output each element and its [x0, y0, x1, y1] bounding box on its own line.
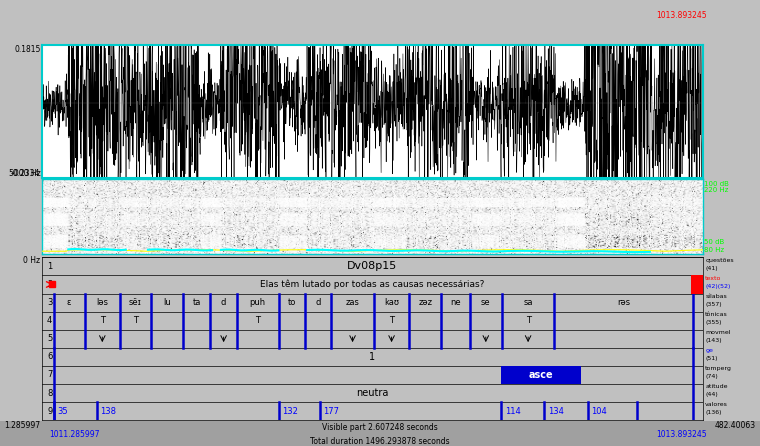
- Text: (44): (44): [705, 392, 718, 397]
- Text: 1: 1: [369, 352, 375, 362]
- Text: -0.2334: -0.2334: [11, 169, 40, 178]
- Text: (74): (74): [705, 374, 718, 379]
- Text: 3: 3: [47, 298, 52, 307]
- Text: zəz: zəz: [418, 298, 432, 307]
- Text: kaʊ: kaʊ: [384, 298, 399, 307]
- Text: 5: 5: [47, 334, 52, 343]
- Text: 100 dB: 100 dB: [705, 181, 729, 187]
- Text: puh: puh: [249, 298, 266, 307]
- Text: ne: ne: [450, 298, 461, 307]
- Text: 9: 9: [47, 407, 52, 416]
- Text: Visible part 2.607248 seconds: Visible part 2.607248 seconds: [322, 423, 438, 432]
- Text: T: T: [255, 316, 260, 325]
- Text: neutra: neutra: [356, 388, 388, 398]
- Text: tônicas: tônicas: [705, 312, 728, 317]
- Bar: [502, 366, 581, 384]
- Text: atitude: atitude: [705, 384, 728, 389]
- Text: 80 Hz: 80 Hz: [705, 247, 724, 253]
- Text: Total duration 1496.293878 seconds: Total duration 1496.293878 seconds: [310, 437, 450, 446]
- Text: T: T: [389, 316, 394, 325]
- Text: valores: valores: [705, 402, 728, 407]
- Text: (51): (51): [705, 356, 717, 361]
- Text: 134: 134: [548, 407, 563, 416]
- Text: 104: 104: [591, 407, 607, 416]
- Text: 1: 1: [47, 262, 52, 271]
- Text: Elas têm lutado por todas as causas necessárias?: Elas têm lutado por todas as causas nece…: [260, 280, 485, 289]
- Text: (41): (41): [705, 266, 718, 271]
- Text: T: T: [133, 316, 138, 325]
- Text: 8: 8: [47, 388, 52, 397]
- Text: d: d: [315, 298, 321, 307]
- Text: to: to: [287, 298, 296, 307]
- Text: sílabas: sílabas: [705, 294, 727, 299]
- Text: T: T: [100, 316, 105, 325]
- Text: 138: 138: [100, 407, 116, 416]
- Text: movmel: movmel: [705, 330, 731, 335]
- Text: ɛ: ɛ: [67, 298, 71, 307]
- Text: (42)(52): (42)(52): [705, 284, 730, 289]
- Text: 1013.893245: 1013.893245: [656, 11, 707, 20]
- Text: ta: ta: [192, 298, 201, 307]
- Text: 482.40063: 482.40063: [715, 421, 756, 430]
- Text: asce: asce: [529, 370, 553, 380]
- Text: lu: lu: [163, 298, 171, 307]
- Text: d: d: [221, 298, 226, 307]
- Text: 0.1815: 0.1815: [14, 45, 40, 54]
- Text: 0 Hz: 0 Hz: [24, 256, 40, 265]
- Text: questões: questões: [705, 257, 734, 263]
- Text: texto: texto: [705, 276, 722, 281]
- Text: (136): (136): [705, 410, 722, 415]
- Text: 6: 6: [47, 352, 52, 361]
- Text: tomperg: tomperg: [705, 366, 732, 371]
- Text: 1013.893245: 1013.893245: [656, 430, 707, 439]
- Text: 35: 35: [57, 407, 68, 416]
- Text: 50 dB: 50 dB: [705, 239, 724, 245]
- Text: Dv08p15: Dv08p15: [347, 261, 397, 271]
- Text: 220 Hz: 220 Hz: [705, 187, 729, 193]
- Text: 2: 2: [47, 280, 52, 289]
- Text: rəs: rəs: [617, 298, 630, 307]
- Text: zas: zas: [346, 298, 359, 307]
- Text: sa: sa: [524, 298, 533, 307]
- Text: (143): (143): [705, 338, 722, 343]
- Text: 132: 132: [282, 407, 298, 416]
- Text: 1.285997: 1.285997: [4, 421, 40, 430]
- Text: se: se: [481, 298, 491, 307]
- Text: 114: 114: [505, 407, 521, 416]
- Bar: [691, 276, 703, 293]
- Text: ləs: ləs: [97, 298, 108, 307]
- Text: 1011.285997: 1011.285997: [49, 430, 100, 439]
- Text: ge: ge: [705, 348, 713, 353]
- Text: (357): (357): [705, 302, 722, 307]
- Text: 177: 177: [323, 407, 339, 416]
- Text: 5000 Hz: 5000 Hz: [8, 169, 40, 178]
- Text: sẽɪ: sẽɪ: [129, 298, 142, 307]
- Text: (355): (355): [705, 320, 722, 325]
- Text: 7: 7: [47, 371, 52, 380]
- Text: T: T: [526, 316, 530, 325]
- Text: 4: 4: [47, 316, 52, 325]
